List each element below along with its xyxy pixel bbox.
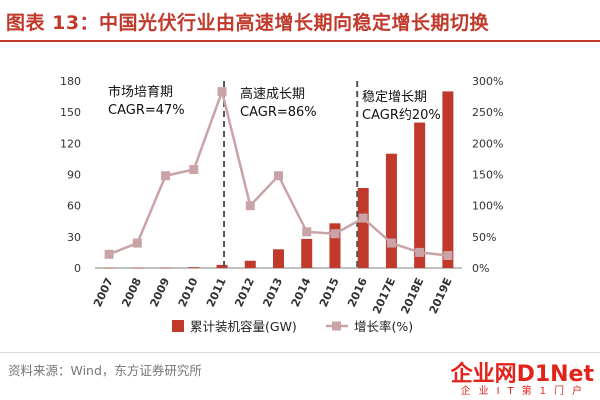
watermark-logo: 企业网D1Net 企业IT第1门户 (434, 356, 594, 397)
annotation-text: CAGR约20% (362, 108, 441, 123)
x-tick-label: 2007 (91, 276, 116, 309)
x-tick-label: 2016 (345, 275, 370, 309)
source-note: 资料来源：Wind，东方证券研究所 (8, 363, 202, 378)
growth-rate-point (161, 171, 171, 181)
annotations: 市场培育期 CAGR=47% 高速成长期 CAGR=86% 稳定增长期 CAGR约20% (108, 84, 441, 123)
y-right-tick-label: 250% (472, 106, 503, 119)
bar (216, 264, 228, 268)
annotation-text: CAGR=47% (108, 103, 185, 118)
bar (442, 91, 454, 268)
logo-subtext: 企业IT第1门户 (460, 386, 590, 397)
growth-rate-point (217, 87, 227, 97)
legend-swatch-bar (172, 320, 184, 332)
growth-rate-point (274, 171, 283, 181)
x-tick-label: 2011 (204, 276, 229, 309)
growth-rate-point (358, 213, 368, 223)
legend-swatch-marker (332, 321, 341, 331)
bar (131, 267, 143, 269)
annotation-text: CAGR=86% (240, 105, 317, 120)
growth-rate-point (330, 229, 340, 239)
x-tick-label: 2008 (119, 276, 144, 309)
annotation-text: 高速成长期 (240, 86, 305, 102)
line-series (104, 87, 453, 261)
y-left-tick-label: 60 (67, 200, 81, 213)
bar (160, 267, 172, 269)
growth-rate-point (245, 201, 255, 211)
period-dividers (223, 81, 359, 268)
x-tick-label: 2014 (289, 275, 314, 309)
growth-rate-point (443, 251, 453, 261)
growth-rate-point (189, 165, 199, 175)
annotation-text: 稳定增长期 (362, 89, 427, 105)
y-left-tick-label: 30 (67, 231, 81, 244)
legend: 累计装机容量(GW) 增长率(%) (172, 319, 413, 334)
source-divider (0, 352, 600, 353)
x-tick-label: 2017E (370, 276, 398, 316)
x-tick-label: 2013 (260, 276, 285, 309)
growth-rate-point (104, 249, 114, 259)
y-right-tick-label: 300% (472, 75, 503, 88)
y-left-tick-label: 180 (60, 75, 81, 88)
x-tick-label: 2009 (148, 276, 173, 309)
figure-title: 图表 13：中国光伏行业由高速增长期向稳定增长期切换 (6, 12, 490, 34)
y-right-tick-label: 200% (472, 137, 503, 150)
legend-label-line: 增长率(%) (354, 319, 413, 334)
y-right-tick-label: 50% (472, 231, 496, 244)
y-left-tick-label: 150 (60, 106, 81, 119)
title-divider (0, 40, 600, 42)
bar (329, 223, 341, 268)
bar (357, 188, 369, 268)
annotation-text: 市场培育期 (108, 84, 173, 100)
legend-label-bar: 累计装机容量(GW) (190, 319, 297, 334)
bar (273, 249, 284, 268)
growth-rate-point (386, 238, 396, 248)
x-tick-label: 2012 (232, 276, 257, 309)
bar (244, 260, 256, 268)
growth-rate-point (415, 247, 425, 257)
chart: 0 30 60 90 120 150 180 0% 50% 100% 150% 200% 250% 300… (60, 75, 503, 334)
x-tick-label: 2015 (317, 276, 342, 309)
growth-rate-point (132, 238, 142, 248)
x-tick-label: 2018E (398, 276, 426, 316)
y-left-tick-label: 0 (74, 262, 81, 275)
logo-text: 企业网D1Net (450, 362, 594, 387)
y-right-tick-label: 100% (472, 200, 503, 213)
y-left-tick-label: 120 (60, 137, 81, 150)
x-tick-label: 2010 (176, 275, 201, 309)
y-right-tick-label: 0% (472, 262, 489, 275)
bar (188, 267, 200, 268)
bar-series (103, 91, 454, 269)
y-left-tick-label: 90 (67, 169, 81, 182)
bar (414, 122, 426, 268)
x-tick-label: 2019E (427, 276, 455, 316)
growth-rate-point (302, 227, 312, 237)
y-right-tick-label: 150% (472, 169, 503, 182)
bar (385, 153, 397, 268)
bar (103, 267, 115, 269)
bar (301, 238, 313, 268)
